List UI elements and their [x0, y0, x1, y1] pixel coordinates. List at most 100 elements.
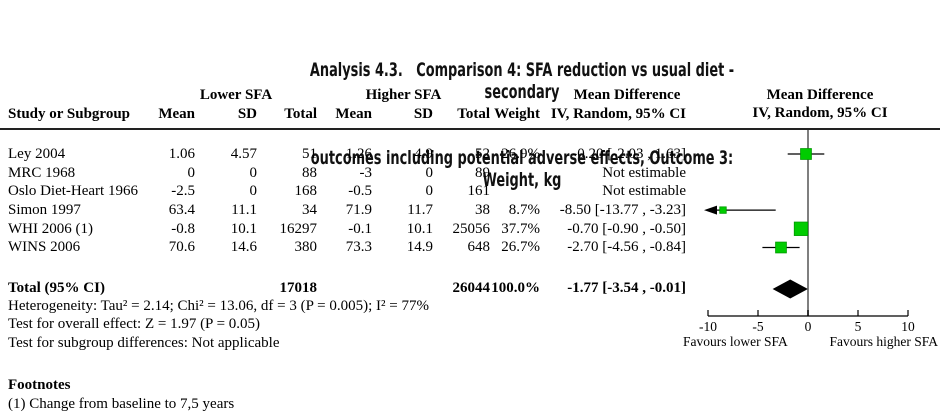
- analysis-title-line2: outcomes including potential adverse eff…: [310, 147, 738, 191]
- mean-lower: 1.06: [168, 146, 195, 162]
- col-header-total-higher: Total: [457, 106, 490, 122]
- axis-tick-label: 10: [901, 319, 915, 334]
- weight-value: 37.7%: [501, 220, 540, 237]
- effect-square: [800, 148, 812, 160]
- study-label: MRC 1968: [8, 164, 76, 181]
- plot-header-line1: Mean Difference: [766, 87, 874, 103]
- study-label: WHI 2006 (1): [8, 220, 93, 237]
- mean-lower: 0: [187, 164, 196, 181]
- mean-higher: 1.26: [345, 146, 372, 162]
- statistics-block: Heterogeneity: Tau² = 2.14; Chi² = 13.06…: [8, 297, 429, 352]
- effect-square: [719, 206, 727, 214]
- col-header-total-lower: Total: [284, 106, 317, 122]
- sd-lower: 11.1: [231, 202, 257, 219]
- group-header-mean-difference: Mean Difference: [573, 87, 681, 103]
- col-header-study: Study or Subgroup: [8, 106, 131, 122]
- total-higher: 38: [475, 202, 490, 219]
- forest-plot: -10 -5 0 5 10 Favours lower SFA Favours higher…: [683, 130, 938, 349]
- table-row-oslo-diet-heart-1966: Oslo Diet-Heart 1966 -2.5 0 168 -0.5 0 1…: [0, 182, 686, 201]
- mean-lower: 63.4: [168, 202, 195, 219]
- study-rows: Ley 2004 1.06 4.57 51 1.26 4.9 52 26.9% …: [0, 145, 686, 257]
- ci-value: -8.50 [-13.77 , -3.23]: [559, 202, 686, 219]
- analysis-title: Analysis 4.3. Comparison 4: SFA reductio…: [291, 15, 753, 235]
- study-label: WINS 2006: [8, 239, 81, 256]
- col-header-ci: IV, Random, 95% CI: [550, 106, 686, 122]
- total-higher: 89: [475, 164, 490, 181]
- total-higher: 161: [467, 183, 491, 200]
- plot-header-line2: IV, Random, 95% CI: [752, 105, 888, 121]
- total-lower: 88: [302, 164, 317, 181]
- ci-value: -0.20 [-2.03 , 1.63]: [572, 146, 686, 162]
- table-row-whi-2006: WHI 2006 (1) -0.8 10.1 16297 -0.1 10.1 2…: [0, 220, 686, 239]
- weight-value: 26.7%: [501, 239, 540, 256]
- footnote-1: (1) Change from baseline to 7,5 years: [8, 395, 235, 412]
- col-header-sd-lower: SD: [237, 106, 257, 122]
- mean-lower: -2.5: [171, 183, 195, 200]
- col-header-sd-higher: SD: [413, 106, 433, 122]
- col-header-mean-higher: Mean: [335, 106, 372, 122]
- header-divider-rule: [0, 128, 940, 130]
- ci-value: Not estimable: [602, 183, 686, 200]
- sd-higher: 14.9: [406, 239, 433, 256]
- subgroup-test-text: Test for subgroup differences: Not appli…: [8, 334, 280, 351]
- weight-value: 8.7%: [508, 202, 540, 219]
- sd-higher: 0: [425, 164, 434, 181]
- group-header-lower-sfa: Lower SFA: [199, 87, 273, 103]
- mean-higher: -0.5: [348, 183, 372, 200]
- total-lower: 168: [294, 183, 318, 200]
- ci-arrow-left: [704, 205, 717, 215]
- total-label: Total (95% CI): [8, 280, 105, 296]
- overall-effect-text: Test for overall effect: Z = 1.97 (P = 0…: [8, 316, 261, 333]
- total-lower: 16297: [279, 220, 318, 237]
- total-higher: 648: [467, 239, 491, 256]
- mean-lower: -0.8: [171, 220, 195, 237]
- weight-value: [490, 182, 540, 201]
- heterogeneity-text: Heterogeneity: Tau² = 2.14; Chi² = 13.06…: [8, 298, 429, 314]
- mean-higher: 73.3: [345, 239, 372, 256]
- ci-value: -2.70 [-4.56 , -0.84]: [567, 239, 686, 256]
- favours-lower-label: Favours lower SFA: [683, 334, 788, 349]
- footnotes-block: Footnotes (1) Change from baseline to 7,…: [8, 376, 234, 413]
- mean-higher: -0.1: [348, 220, 372, 237]
- total-participants-higher: 26044: [452, 280, 491, 296]
- weight-value: [490, 164, 540, 183]
- sd-lower: 0: [249, 164, 258, 181]
- sd-higher: 4.9: [414, 146, 433, 162]
- total-lower: 51: [302, 146, 317, 162]
- total-weight: 100.0%: [491, 280, 540, 296]
- sd-higher: 11.7: [407, 202, 433, 219]
- study-label: Oslo Diet-Heart 1966: [8, 183, 138, 200]
- effect-square: [775, 241, 787, 254]
- sd-lower: 14.6: [230, 239, 257, 256]
- col-header-weight: Weight: [494, 106, 540, 122]
- table-group-header-row: Lower SFA Higher SFA Mean Difference: [0, 86, 686, 104]
- weight-value: 26.9%: [501, 146, 540, 162]
- axis-tick-label: 5: [855, 319, 862, 334]
- mean-higher: 71.9: [345, 202, 372, 219]
- sd-lower: 4.57: [230, 146, 257, 162]
- ci-value: -0.70 [-0.90 , -0.50]: [567, 220, 686, 237]
- pooled-diamond: [772, 279, 808, 299]
- favours-higher-label: Favours higher SFA: [829, 334, 938, 349]
- col-header-mean-lower: Mean: [158, 106, 195, 122]
- table-row-wins-2006: WINS 2006 70.6 14.6 380 73.3 14.9 648 26…: [0, 238, 686, 257]
- table-row-mrc-1968: MRC 1968 0 0 88 -3 0 89 Not estimable: [0, 164, 686, 183]
- axis-tick-label: 0: [805, 319, 812, 334]
- table-row-simon-1997: Simon 1997 63.4 11.1 34 71.9 11.7 38 8.7…: [0, 201, 686, 220]
- axis-tick-label: -5: [752, 319, 763, 334]
- table-row-ley-2004: Ley 2004 1.06 4.57 51 1.26 4.9 52 26.9% …: [0, 145, 686, 164]
- effect-square: [793, 221, 809, 236]
- total-lower: 34: [302, 202, 317, 219]
- total-participants-lower: 17018: [279, 280, 318, 296]
- total-lower: 380: [294, 239, 318, 256]
- total-ci: -1.77 [-3.54 , -0.01]: [567, 280, 686, 296]
- sd-higher: 0: [425, 183, 434, 200]
- study-label: Ley 2004: [8, 146, 66, 162]
- study-label: Simon 1997: [8, 202, 81, 219]
- axis-tick-label: -10: [699, 319, 717, 334]
- total-higher: 52: [475, 146, 490, 162]
- mean-lower: 70.6: [168, 239, 195, 256]
- total-row: Total (95% CI) 17018 26044 100.0% -1.77 …: [0, 279, 686, 298]
- sd-lower: 0: [249, 183, 258, 200]
